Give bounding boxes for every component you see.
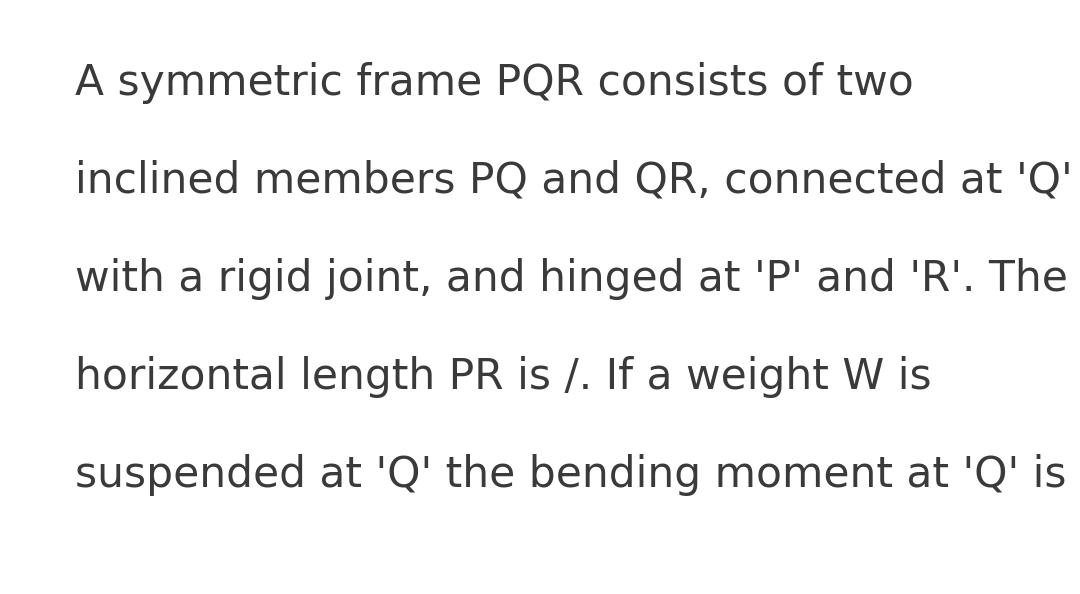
Text: suspended at 'Q' the bending moment at 'Q' is: suspended at 'Q' the bending moment at '… [75,454,1067,496]
Text: horizontal length PR is /. If a weight W is: horizontal length PR is /. If a weight W… [75,356,932,398]
Text: inclined members PQ and QR, connected at 'Q': inclined members PQ and QR, connected at… [75,160,1072,202]
Text: with a rigid joint, and hinged at 'P' and 'R'. The: with a rigid joint, and hinged at 'P' an… [75,258,1068,300]
Text: A symmetric frame PQR consists of two: A symmetric frame PQR consists of two [75,62,914,104]
